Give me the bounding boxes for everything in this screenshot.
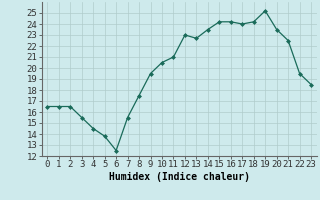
X-axis label: Humidex (Indice chaleur): Humidex (Indice chaleur) [109, 172, 250, 182]
